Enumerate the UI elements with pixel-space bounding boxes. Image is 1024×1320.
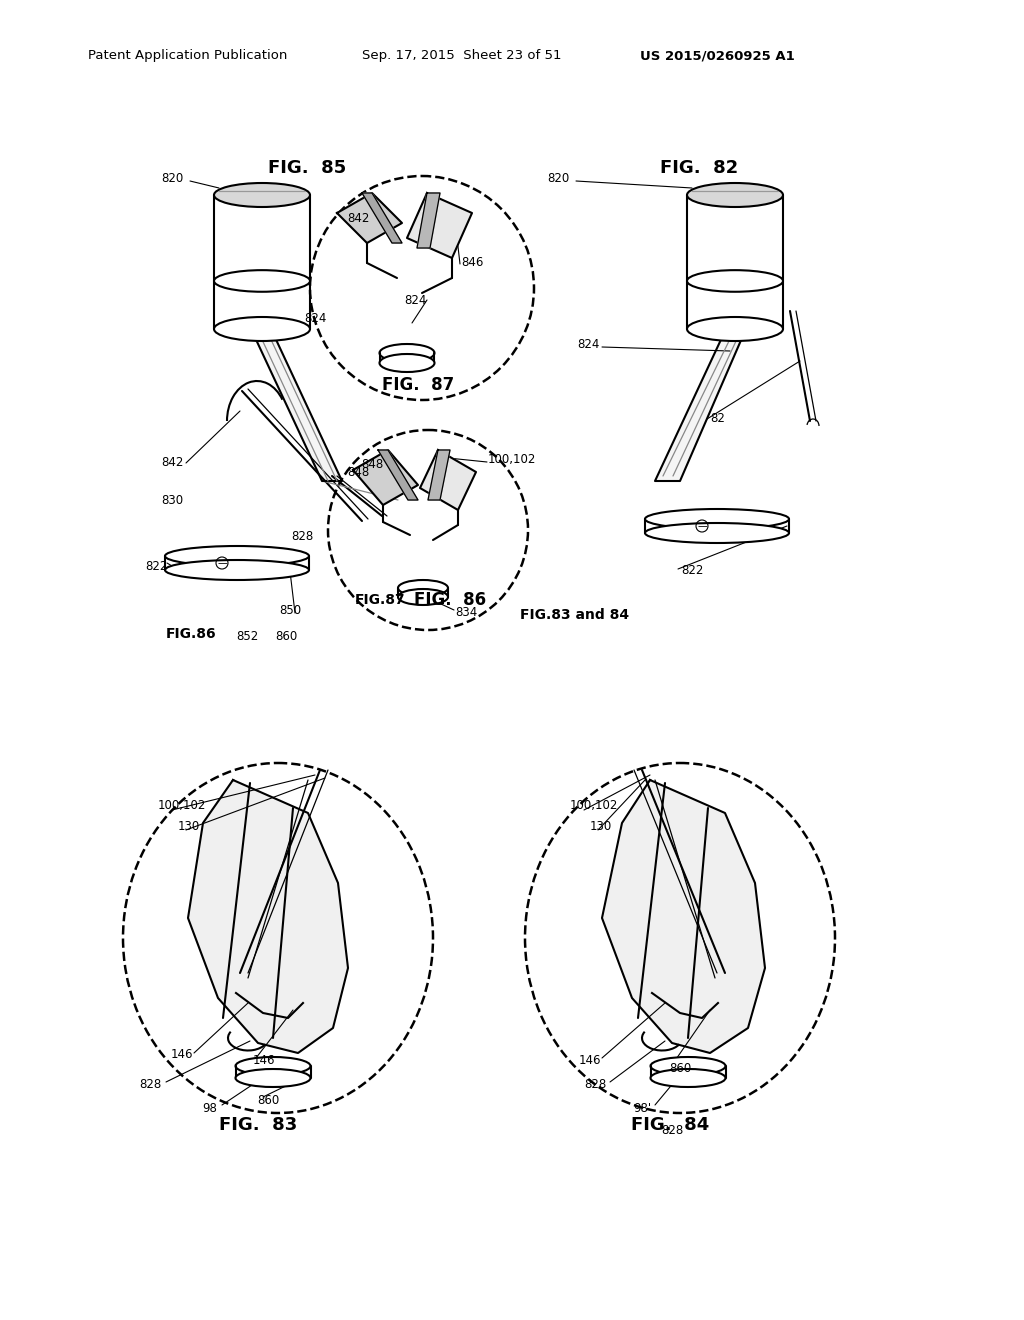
Text: FIG.83 and 84: FIG.83 and 84 <box>520 609 629 622</box>
Ellipse shape <box>687 271 783 292</box>
Polygon shape <box>417 193 440 248</box>
Text: 146: 146 <box>579 1053 601 1067</box>
Text: 860: 860 <box>257 1093 280 1106</box>
Polygon shape <box>655 331 745 480</box>
Text: 860: 860 <box>669 1061 691 1074</box>
Polygon shape <box>428 450 450 500</box>
Ellipse shape <box>165 546 309 566</box>
Ellipse shape <box>398 579 449 597</box>
Polygon shape <box>362 193 402 243</box>
Text: 824: 824 <box>304 312 327 325</box>
Text: 820: 820 <box>547 172 569 185</box>
Text: FIG.  84: FIG. 84 <box>631 1115 710 1134</box>
Text: 852: 852 <box>236 631 258 644</box>
Text: 100,102: 100,102 <box>570 799 618 812</box>
Text: US 2015/0260925 A1: US 2015/0260925 A1 <box>640 49 795 62</box>
Text: 846: 846 <box>461 256 483 268</box>
Text: 820: 820 <box>161 172 183 185</box>
Text: 824: 824 <box>577 338 599 351</box>
Ellipse shape <box>214 271 310 292</box>
Text: 98': 98' <box>633 1101 651 1114</box>
Text: 828: 828 <box>584 1078 606 1092</box>
Text: 848: 848 <box>347 466 369 479</box>
Ellipse shape <box>650 1069 725 1086</box>
Text: 824: 824 <box>403 293 426 306</box>
Text: 842: 842 <box>347 211 370 224</box>
Ellipse shape <box>645 510 790 529</box>
Ellipse shape <box>214 183 310 207</box>
Text: FIG.  87: FIG. 87 <box>382 376 454 393</box>
Polygon shape <box>602 780 765 1053</box>
Ellipse shape <box>380 345 434 362</box>
Ellipse shape <box>645 523 790 543</box>
Ellipse shape <box>650 1057 725 1074</box>
Text: 98: 98 <box>203 1101 217 1114</box>
Text: FIG.  85: FIG. 85 <box>268 158 346 177</box>
Polygon shape <box>378 450 418 500</box>
Ellipse shape <box>165 560 309 579</box>
Text: 100,102: 100,102 <box>158 799 207 812</box>
Text: 860: 860 <box>275 631 297 644</box>
Text: 146: 146 <box>253 1053 275 1067</box>
Text: —: — <box>217 558 227 568</box>
Text: —: — <box>697 521 707 531</box>
Text: 130: 130 <box>178 821 201 833</box>
Text: 822: 822 <box>681 565 703 578</box>
Ellipse shape <box>687 317 783 341</box>
Polygon shape <box>407 193 472 257</box>
Text: 82: 82 <box>711 412 725 425</box>
Text: FIG.87: FIG.87 <box>355 593 406 607</box>
Text: 822: 822 <box>144 560 167 573</box>
Text: Sep. 17, 2015  Sheet 23 of 51: Sep. 17, 2015 Sheet 23 of 51 <box>362 49 561 62</box>
Text: 830: 830 <box>161 494 183 507</box>
Text: 828: 828 <box>660 1123 683 1137</box>
Text: 100,102: 100,102 <box>488 454 537 466</box>
Text: FIG.  82: FIG. 82 <box>660 158 738 177</box>
Polygon shape <box>252 331 342 480</box>
Text: 834: 834 <box>455 606 477 619</box>
Ellipse shape <box>236 1069 310 1086</box>
Text: FIG.  83: FIG. 83 <box>219 1115 297 1134</box>
Polygon shape <box>337 193 402 243</box>
Text: FIG.86: FIG.86 <box>166 627 217 642</box>
Text: FIG.  86: FIG. 86 <box>414 591 486 609</box>
Text: 848: 848 <box>360 458 383 470</box>
Ellipse shape <box>380 354 434 372</box>
Polygon shape <box>420 450 476 510</box>
Text: Patent Application Publication: Patent Application Publication <box>88 49 288 62</box>
Polygon shape <box>353 450 418 506</box>
Text: 828: 828 <box>139 1078 161 1092</box>
Ellipse shape <box>398 589 449 605</box>
Text: 842: 842 <box>161 455 183 469</box>
Ellipse shape <box>214 317 310 341</box>
Ellipse shape <box>236 1057 310 1074</box>
Text: 130: 130 <box>590 821 612 833</box>
Ellipse shape <box>687 183 783 207</box>
Text: 850: 850 <box>279 603 301 616</box>
Text: 828: 828 <box>291 529 313 543</box>
Polygon shape <box>188 780 348 1053</box>
Text: 146: 146 <box>171 1048 194 1061</box>
